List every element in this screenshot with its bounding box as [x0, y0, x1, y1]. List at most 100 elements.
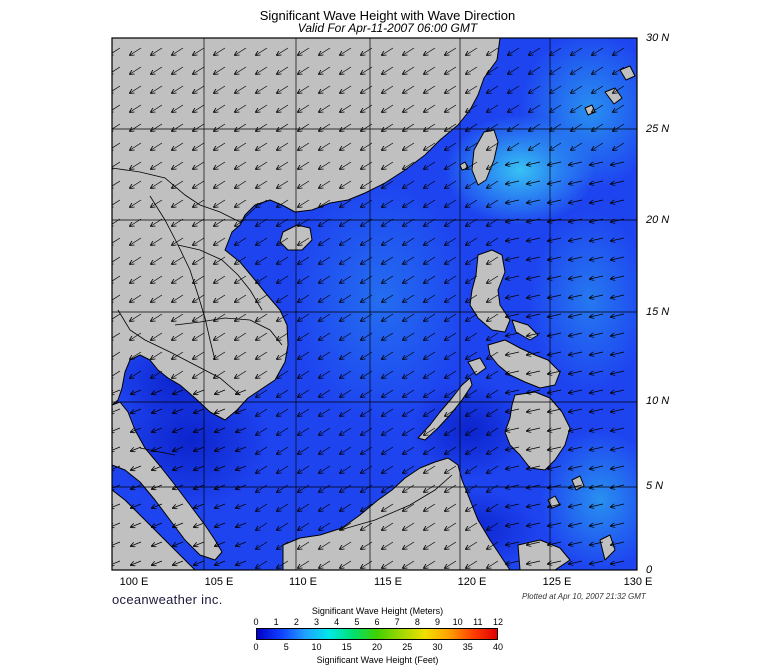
wave-arrow: [382, 389, 394, 397]
wave-arrow: [508, 66, 520, 74]
wave-arrow: [277, 199, 289, 207]
wave-arrow: [215, 427, 226, 432]
wave-arrow: [403, 522, 415, 530]
wave-arrow: [193, 142, 205, 150]
wave-arrow: [382, 275, 394, 283]
wave-arrow: [235, 351, 247, 359]
wave-arrow: [527, 427, 541, 431]
wave-arrow: [424, 47, 436, 55]
wave-arrow: [487, 218, 499, 226]
wave-arrow: [112, 332, 121, 340]
wave-arrow: [277, 218, 289, 226]
wave-arrow: [172, 199, 184, 207]
wave-arrow: [172, 66, 184, 74]
wave-arrow: [194, 427, 205, 432]
wave-arrow: [506, 180, 520, 184]
wave-arrow: [590, 332, 604, 336]
wave-arrow: [403, 66, 415, 74]
wave-arrow: [487, 427, 499, 435]
wave-arrow: [256, 389, 268, 397]
wave-arrow: [214, 66, 226, 74]
wave-arrow: [277, 408, 289, 416]
wave-arrow: [403, 237, 415, 245]
wave-arrow: [340, 161, 352, 169]
wave-arrow: [277, 351, 289, 359]
wave-arrow: [214, 142, 226, 150]
wave-arrow: [319, 389, 331, 397]
wave-arrow: [256, 294, 268, 302]
wave-arrow: [548, 237, 562, 241]
wave-arrow: [382, 541, 394, 549]
wave-arrow: [112, 408, 121, 413]
wave-arrow: [424, 541, 436, 549]
wave-arrow: [256, 370, 268, 378]
wave-arrow: [445, 370, 457, 378]
wave-arrow: [506, 446, 520, 450]
wave-arrow: [424, 503, 436, 511]
wave-arrow: [298, 351, 310, 359]
wave-arrow: [340, 332, 352, 340]
meters-tick-label: 3: [313, 617, 319, 627]
wave-arrow: [403, 427, 415, 435]
wave-arrow: [548, 446, 562, 450]
wave-arrow: [277, 161, 289, 169]
wave-arrow: [214, 47, 226, 55]
lat-label-30n: 30 N: [646, 32, 670, 44]
wave-arrow: [550, 66, 562, 74]
wave-arrow: [445, 218, 457, 226]
wave-arrow: [466, 560, 478, 568]
wave-arrow: [298, 389, 310, 397]
wave-arrow: [550, 47, 562, 55]
wave-arrow: [298, 199, 310, 207]
wave-arrow: [611, 294, 625, 298]
wave-arrow: [445, 66, 457, 74]
wave-arrow: [445, 180, 457, 188]
wave-arrow: [152, 389, 163, 394]
wave-arrow: [277, 256, 289, 264]
wave-arrow: [611, 370, 625, 374]
wave-arrow: [592, 123, 604, 131]
wave-arrow: [487, 465, 499, 473]
wave-arrow: [361, 484, 373, 492]
wave-arrow: [193, 332, 205, 340]
wave-arrow: [112, 522, 121, 527]
wave-arrow: [445, 351, 457, 359]
wave-arrow: [151, 104, 163, 112]
wave-arrow: [506, 275, 520, 279]
wave-arrow: [382, 313, 394, 321]
wave-arrow: [151, 161, 163, 169]
meters-tick-label: 11: [473, 617, 483, 627]
wave-arrow: [361, 123, 373, 131]
wave-arrow: [340, 218, 352, 226]
wave-arrow: [172, 123, 184, 131]
wave-arrow: [403, 199, 415, 207]
wave-arrow: [424, 256, 436, 264]
wave-arrow: [319, 465, 331, 473]
wave-arrow: [277, 275, 289, 283]
wave-arrow: [235, 66, 247, 74]
lat-label-0: 0: [646, 564, 653, 576]
wave-arrow: [130, 294, 142, 302]
wave-arrow: [361, 503, 373, 511]
wave-arrow: [590, 256, 604, 260]
wave-arrow: [319, 332, 331, 340]
wave-arrow: [445, 123, 457, 131]
wave-arrow: [214, 180, 226, 188]
wave-arrow: [112, 237, 121, 245]
wave-arrow: [130, 123, 142, 131]
wave-arrow: [319, 123, 331, 131]
wave-arrow: [590, 180, 604, 184]
wave-arrow: [445, 142, 457, 150]
wave-arrow: [487, 180, 499, 188]
wave-arrow: [527, 541, 541, 545]
wave-arrow: [611, 484, 625, 488]
wave-arrow: [403, 351, 415, 359]
wave-arrow: [152, 503, 163, 508]
wave-arrow: [424, 484, 436, 492]
wave-arrow: [403, 142, 415, 150]
wave-arrow: [151, 142, 163, 150]
wave-arrow: [403, 332, 415, 340]
wave-arrow: [193, 351, 205, 359]
wave-arrow: [112, 275, 121, 283]
wave-arrow: [215, 541, 226, 546]
